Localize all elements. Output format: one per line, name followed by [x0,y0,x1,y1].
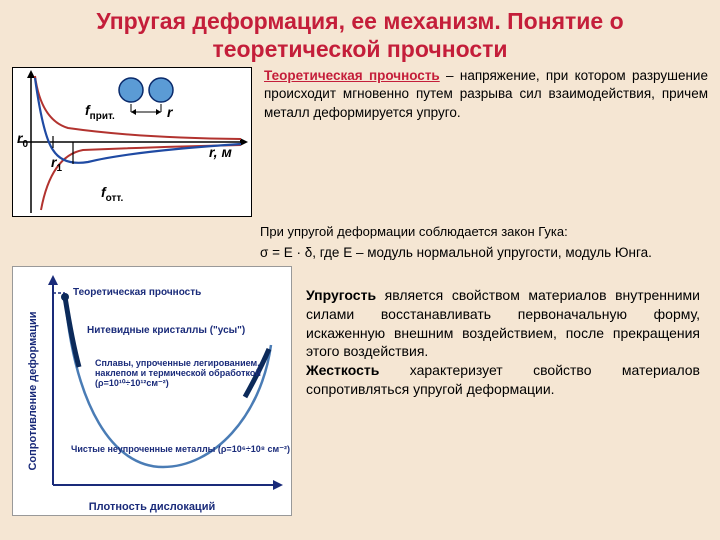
hooke-intro: При упругой деформации соблюдается закон… [0,217,720,243]
page-title: Упругая деформация, ее механизм. Понятие… [0,0,720,67]
dislocation-density-chart: Сопротивление деформации Плотность дисло… [12,266,292,516]
interatomic-force-chart: fприт. r r0 r1 r, м fотт. [12,67,252,217]
label-r1: r1 [51,154,62,174]
label-whiskers: Нитевидные кристаллы ("усы") [87,325,245,336]
label-f-prit: fприт. [85,102,115,122]
label-r-axis: r, м [209,144,232,160]
top-row: fприт. r r0 r1 r, м fотт. Теоретическая … [0,67,720,217]
label-r0: r0 [17,130,28,150]
chart2-xlabel: Плотность дислокаций [89,501,215,513]
hooke-formula: σ = E · δ, где E – модуль нормальной упр… [0,243,720,266]
chart2-ylabel: Сопротивление деформации [27,291,39,491]
label-f-ott: fотт. [101,184,123,204]
label-pure-metals: Чистые неупроченные металлы (ρ=10⁶÷10⁸ с… [71,445,290,455]
definition-term: Теоретическая прочность [264,68,440,83]
label-r: r [167,104,172,120]
definition-block: Теоретическая прочность – напряжение, пр… [252,67,708,217]
bottom-row: Сопротивление деформации Плотность дисло… [0,266,720,516]
elasticity-term: Упругость [306,287,376,303]
label-alloys: Сплавы, упроченные легированием, наклепо… [95,359,261,389]
label-theo-strength: Теоретическая прочность [73,287,201,298]
elasticity-block: Упругость является свойством материалов … [292,266,708,516]
stiffness-term: Жесткость [306,362,379,378]
